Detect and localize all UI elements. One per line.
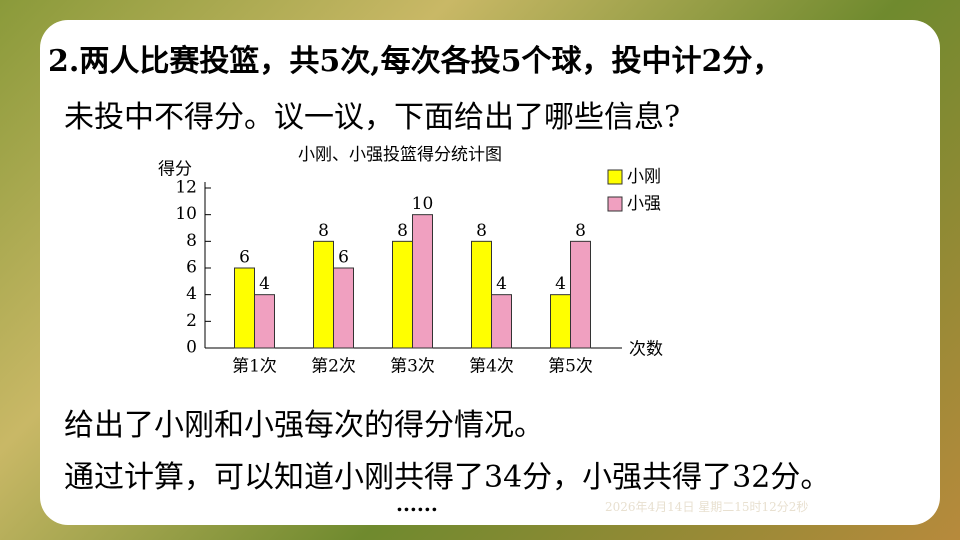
data-label: 6 xyxy=(239,248,250,268)
legend-label: 小强 xyxy=(627,194,661,214)
chart-title: 小刚、小强投篮得分统计图 xyxy=(298,145,502,165)
answer-line: ...... xyxy=(396,492,438,516)
bar xyxy=(491,294,512,349)
answer-line: 给出了小刚和小强每次的得分情况。 xyxy=(64,408,544,443)
legend-swatch xyxy=(607,169,623,185)
x-axis-label: 次数 xyxy=(629,340,663,360)
data-label: 4 xyxy=(259,274,270,294)
data-label: 8 xyxy=(476,221,487,241)
question-line: 未投中不得分。议一议，下面给出了哪些信息? xyxy=(64,100,681,135)
data-label: 6 xyxy=(338,248,349,268)
question-line: 2.两人比赛投篮，共5次,每次各投5个球，投中计2分， xyxy=(48,44,783,79)
y-tick-label: 6 xyxy=(186,258,197,278)
bar xyxy=(234,267,255,349)
y-tick-label: 4 xyxy=(186,284,197,304)
x-tick-label: 第3次 xyxy=(390,357,435,377)
x-tick-label: 第1次 xyxy=(232,357,277,377)
y-tick-label: 10 xyxy=(175,204,197,224)
legend-label: 小刚 xyxy=(627,167,661,187)
bar xyxy=(471,240,492,349)
bar xyxy=(313,240,334,349)
legend-swatch xyxy=(607,196,623,212)
y-axis-label: 得分 xyxy=(158,160,192,180)
x-tick-label: 第4次 xyxy=(469,357,514,377)
answer-line: 通过计算，可以知道小刚共得了34分，小强共得了32分。 xyxy=(64,460,831,495)
bar xyxy=(550,294,571,349)
data-label: 8 xyxy=(397,221,408,241)
y-tick-label: 8 xyxy=(186,231,197,251)
data-label: 10 xyxy=(412,194,434,214)
bar xyxy=(254,294,275,349)
y-tick-label: 12 xyxy=(175,178,197,198)
x-tick-label: 第5次 xyxy=(548,357,593,377)
y-tick-label: 0 xyxy=(186,338,197,358)
data-label: 4 xyxy=(496,274,507,294)
bar xyxy=(412,214,433,349)
data-label: 8 xyxy=(575,221,586,241)
bar xyxy=(392,240,413,349)
data-label: 8 xyxy=(318,221,329,241)
y-tick-label: 2 xyxy=(186,311,197,331)
data-label: 4 xyxy=(555,274,566,294)
x-tick-label: 第2次 xyxy=(311,357,356,377)
bar xyxy=(570,240,591,349)
bar xyxy=(333,267,354,349)
timestamp: 2026年4月14日 星期二15时12分2秒 xyxy=(605,500,809,514)
